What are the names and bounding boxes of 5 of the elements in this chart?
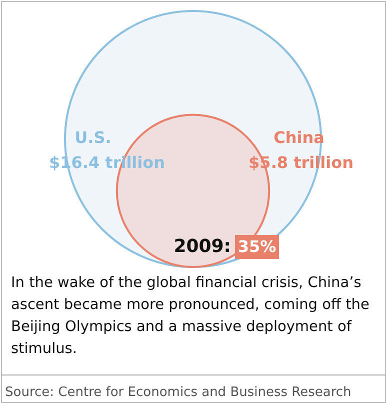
- text: 35%: [238, 237, 276, 256]
- source-note: Source: Centre for Economics and Business Research: [5, 385, 352, 400]
- text: In the wake of the global financial crisis, China’s ascent became more pronounced, coming off the Beijing Olympics and a massive deployment of stimulus.: [11, 275, 370, 357]
- category-label: U.S.: [74, 128, 112, 147]
- text: 2009:: [174, 236, 231, 257]
